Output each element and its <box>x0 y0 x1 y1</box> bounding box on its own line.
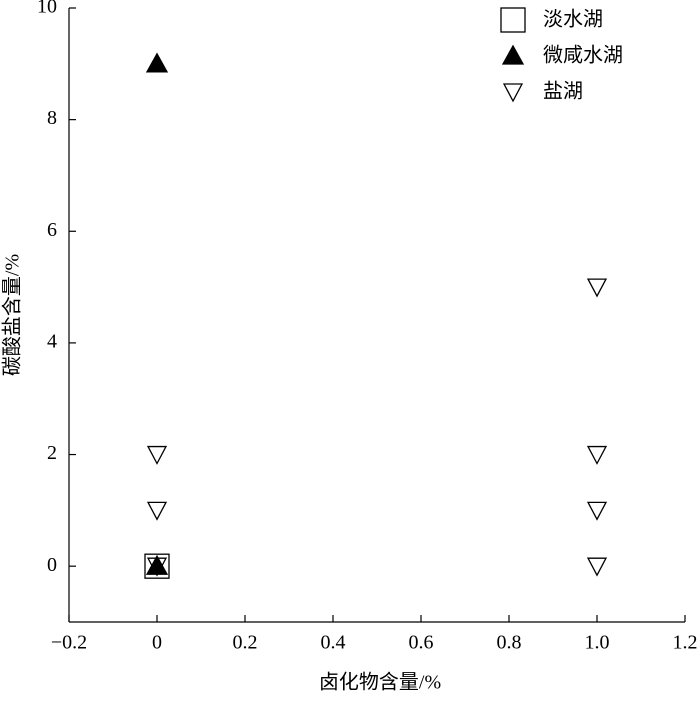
legend-marker <box>501 44 525 65</box>
point <box>586 557 608 577</box>
y-axis-label: 碳酸盐含量/% <box>1 254 24 376</box>
x-axis-label: 卤化物含量/% <box>319 671 441 694</box>
point <box>144 553 170 579</box>
y-tick-label: 0 <box>47 554 57 576</box>
x-tick-label: 0.6 <box>409 632 434 654</box>
point <box>586 445 608 465</box>
y-tick-label: 8 <box>47 107 57 129</box>
point <box>586 278 608 298</box>
point <box>586 501 608 521</box>
x-tick-label: 0 <box>152 632 162 654</box>
x-tick-label: 0.2 <box>233 632 258 654</box>
y-tick-label: 6 <box>47 219 57 241</box>
legend-label: 微咸水湖 <box>543 43 623 67</box>
y-tick-label: 10 <box>37 0 57 18</box>
point <box>145 52 169 73</box>
legend-label: 淡水湖 <box>543 7 603 31</box>
y-tick-label: 2 <box>47 442 57 464</box>
legend-marker <box>502 83 524 103</box>
legend-marker <box>500 7 526 33</box>
point <box>146 501 168 521</box>
point <box>146 445 168 465</box>
x-tick-label: 0.8 <box>497 632 522 654</box>
point <box>145 554 169 575</box>
x-tick-label: −0.2 <box>51 632 87 654</box>
point <box>146 557 168 577</box>
x-tick-label: 1.2 <box>673 632 698 654</box>
legend-label: 盐湖 <box>543 79 583 103</box>
x-tick-label: 0.4 <box>321 632 346 654</box>
x-tick-label: 1.0 <box>585 632 610 654</box>
y-tick-label: 4 <box>47 331 57 353</box>
